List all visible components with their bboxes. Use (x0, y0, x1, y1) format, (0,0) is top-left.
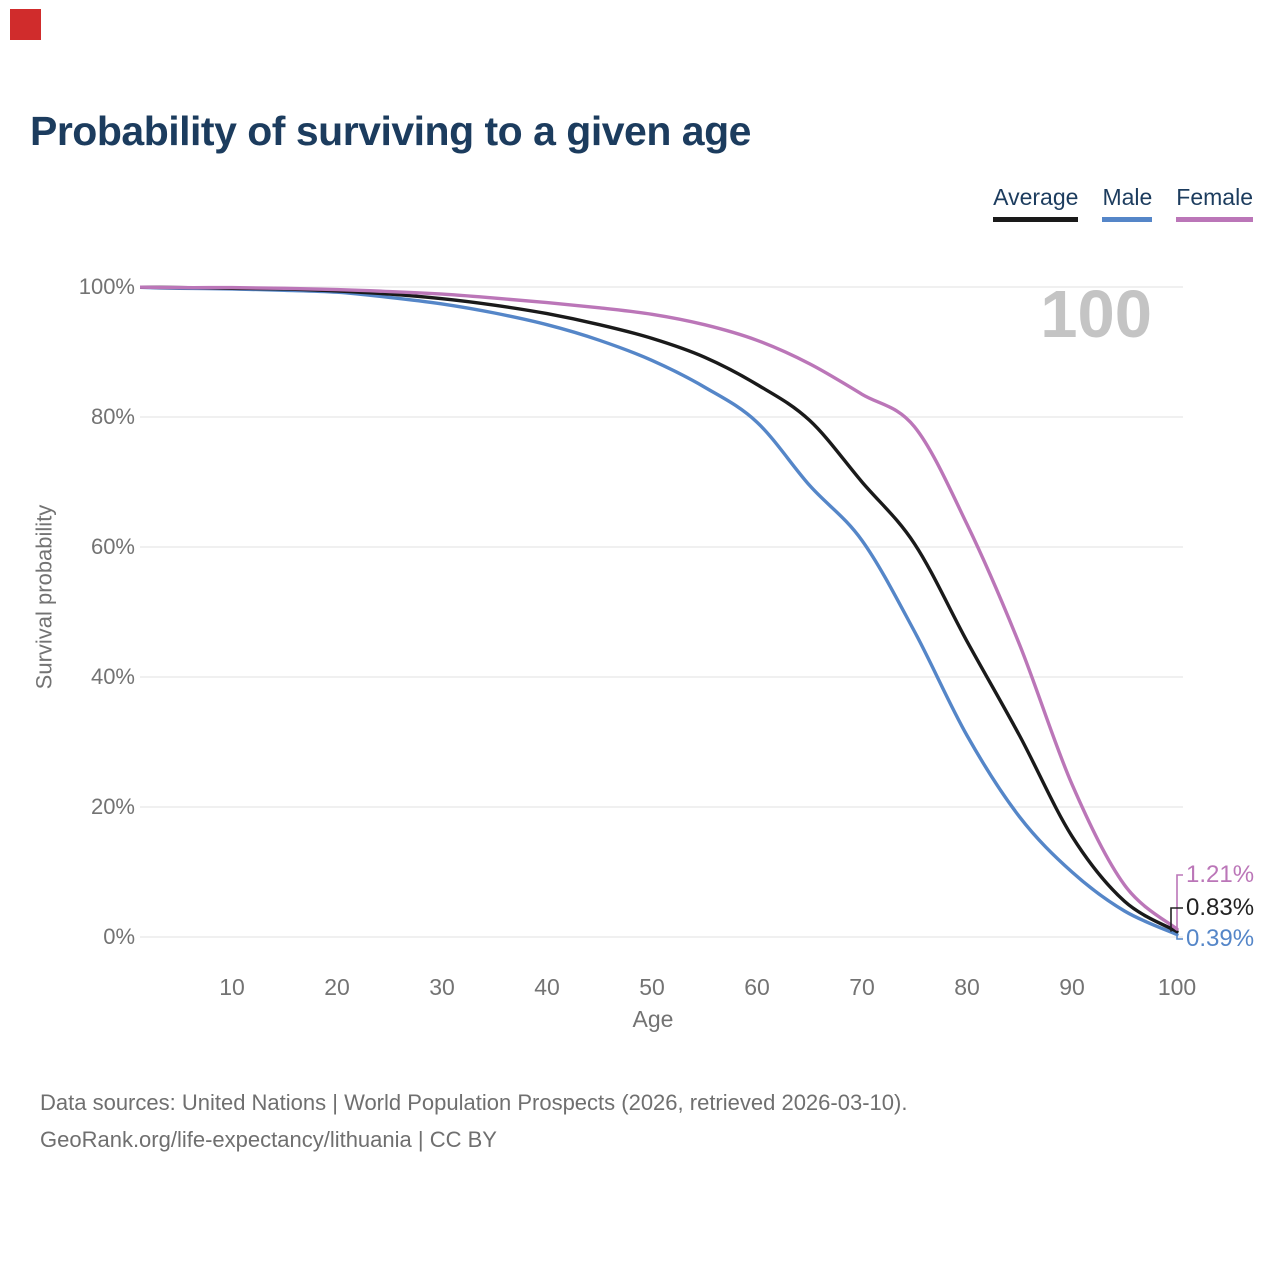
x-tick-60: 60 (744, 974, 770, 1000)
legend: Average Male Female (993, 184, 1253, 222)
connector-female (1176, 874, 1183, 930)
connector-average (1170, 907, 1183, 932)
y-tick-40: 40% (90, 664, 135, 689)
gridlines (140, 286, 1183, 938)
x-tick-50: 50 (639, 974, 665, 1000)
y-tick-0: 0% (103, 924, 135, 949)
red-click-marker (10, 9, 41, 40)
legend-item-male[interactable]: Male (1102, 184, 1153, 222)
curve-male (140, 285, 1179, 937)
x-axis-title: Age (632, 1006, 674, 1032)
y-tick-20: 20% (90, 794, 135, 819)
end-label-connectors (1170, 874, 1183, 940)
y-tick-100: 100% (78, 274, 135, 299)
legend-item-average[interactable]: Average (993, 184, 1079, 222)
curve-average (140, 285, 1179, 934)
chart-title: Probability of surviving to a given age (30, 108, 751, 154)
age-watermark: 100 (1040, 277, 1152, 352)
footer-attribution: GeoRank.org/life-expectancy/lithuania | … (40, 1127, 497, 1152)
footer-data-sources: Data sources: United Nations | World Pop… (40, 1090, 908, 1115)
y-axis-title: Survival probability (31, 504, 57, 690)
curve-female (140, 285, 1179, 931)
legend-item-female[interactable]: Female (1176, 184, 1253, 222)
end-label-female: 1.21% (1186, 861, 1255, 888)
x-tick-90: 90 (1059, 974, 1085, 1000)
x-tick-20: 20 (324, 974, 350, 1000)
connector-male (1176, 934, 1183, 940)
x-tick-40: 40 (534, 974, 560, 1000)
x-tick-100: 100 (1157, 974, 1197, 1000)
x-tick-10: 10 (219, 974, 245, 1000)
end-label-average: 0.83% (1186, 894, 1255, 921)
x-tick-80: 80 (954, 974, 980, 1000)
y-tick-60: 60% (90, 534, 135, 559)
end-label-male: 0.39% (1186, 925, 1255, 952)
y-tick-80: 80% (90, 404, 135, 429)
x-tick-30: 30 (429, 974, 455, 1000)
x-tick-70: 70 (849, 974, 875, 1000)
